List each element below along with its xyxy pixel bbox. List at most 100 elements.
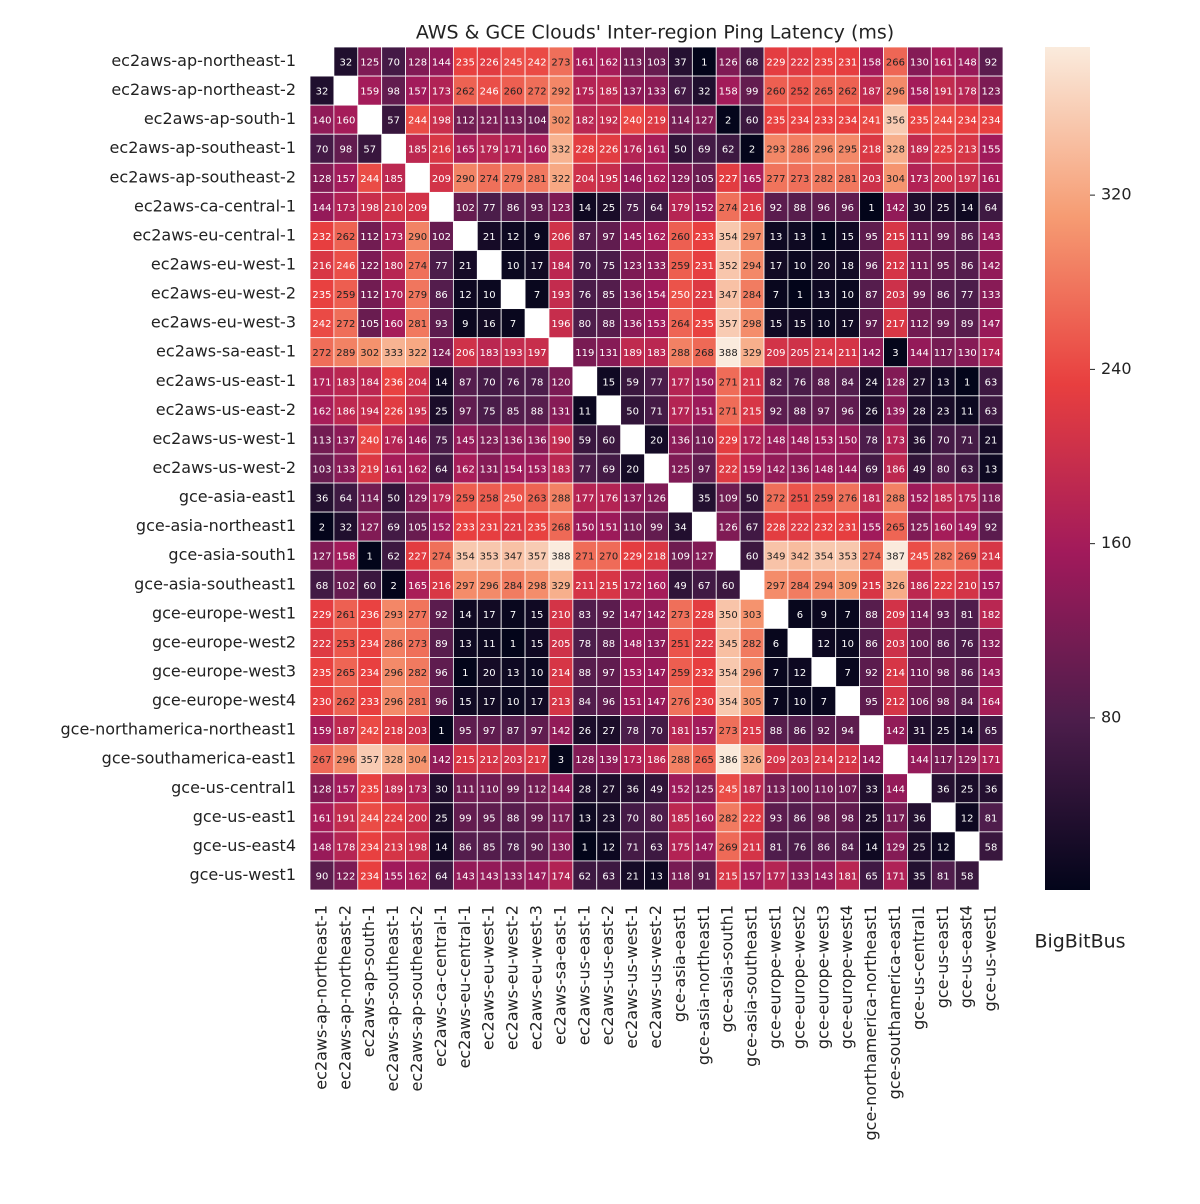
cell-label: 209 [432,174,451,185]
cell-label: 210 [958,581,977,592]
cell-label: 259 [671,261,690,272]
cell-label: 75 [435,435,448,446]
cell-label: 226 [599,145,618,156]
cell-label: 145 [623,232,642,243]
cell-label: 230 [312,697,331,708]
cell-label: 21 [483,232,496,243]
cell-label: 235 [527,523,546,534]
cell-label: 347 [719,290,738,301]
cell-label: 272 [766,494,785,505]
cell-label: 152 [671,784,690,795]
cell-label: 144 [838,465,857,476]
y-tick-label: gce-us-central1 [171,778,296,797]
cell-label: 160 [384,319,403,330]
cell-label: 25 [865,813,878,824]
cell-label: 235 [910,116,929,127]
cell-label: 226 [384,406,403,417]
x-tick-label: gce-asia-south1 [718,905,737,1033]
cell-label: 229 [312,610,331,621]
cell-label: 165 [743,174,762,185]
cell-label: 90 [531,842,544,853]
cell-label: 126 [647,494,666,505]
cell-label: 214 [814,755,833,766]
cell-label: 143 [982,232,1001,243]
cell-label: 25 [937,726,950,737]
cell-label: 214 [886,668,905,679]
cell-label: 27 [602,784,615,795]
cell-label: 182 [575,116,594,127]
cell-label: 197 [958,174,977,185]
cell-label: 244 [408,116,427,127]
x-tick-label: ec2aws-ap-southeast-2 [407,905,426,1091]
cell-label: 95 [865,697,878,708]
cell-label: 2 [319,523,325,534]
cell-label: 60 [722,581,735,592]
cell-label: 14 [865,842,878,853]
cell-label: 34 [674,523,687,534]
y-tick-label: ec2aws-eu-west-3 [151,313,296,332]
cell-label: 235 [766,116,785,127]
cell-label: 88 [794,203,807,214]
cell-label: 353 [838,552,857,563]
cell-label: 98 [817,813,830,824]
cell-label: 144 [910,348,929,359]
cell-label: 271 [719,377,738,388]
cell-label: 10 [794,261,807,272]
cell-label: 274 [432,552,451,563]
cell-label: 189 [910,145,929,156]
cell-label: 63 [602,871,615,882]
x-tick-label: ec2aws-eu-central-1 [455,905,474,1068]
cell-label: 80 [578,319,591,330]
cell-label: 222 [934,581,953,592]
cell-label: 15 [770,319,783,330]
cell-label: 171 [982,755,1001,766]
cell-label: 15 [459,697,472,708]
cell-label: 203 [790,755,809,766]
cell-label: 211 [743,842,762,853]
cell-label: 121 [480,116,499,127]
cell-label: 282 [934,552,953,563]
y-tick-label: ec2aws-ap-northeast-1 [111,51,296,70]
cell-label: 11 [961,406,974,417]
cell-label: 25 [937,203,950,214]
cell-label: 165 [408,581,427,592]
cell-label: 86 [961,668,974,679]
cell-label: 286 [790,145,809,156]
cell-label: 231 [480,523,499,534]
cell-label: 219 [647,116,666,127]
cell-label: 354 [456,552,475,563]
cell-label: 203 [886,639,905,650]
cell-label: 284 [743,290,762,301]
cell-label: 214 [814,348,833,359]
cell-label: 216 [432,581,451,592]
cell-label: 110 [623,523,642,534]
cell-label: 92 [985,523,998,534]
cell-label: 35 [698,494,711,505]
cell-label: 10 [531,668,544,679]
cell-label: 298 [527,581,546,592]
cell-label: 234 [790,116,809,127]
cell-label: 147 [647,697,666,708]
cell-label: 288 [551,494,570,505]
cell-label: 288 [886,494,905,505]
cell-label: 92 [985,58,998,69]
cell-label: 157 [982,581,1001,592]
cell-label: 302 [551,116,570,127]
cell-label: 296 [480,581,499,592]
cell-label: 229 [623,552,642,563]
cell-label: 209 [766,348,785,359]
cell-label: 23 [937,406,950,417]
cell-label: 284 [790,581,809,592]
cell-label: 60 [746,116,759,127]
cell-label: 104 [527,116,546,127]
cell-label: 17 [483,697,496,708]
cell-label: 290 [408,232,427,243]
cell-label: 181 [862,494,881,505]
y-tick-label: gce-us-east1 [193,807,296,826]
cell-label: 37 [674,58,687,69]
cell-label: 76 [794,377,807,388]
cell-label: 172 [623,581,642,592]
cell-label: 253 [336,639,355,650]
cell-label: 183 [647,348,666,359]
cell-label: 179 [671,203,690,214]
